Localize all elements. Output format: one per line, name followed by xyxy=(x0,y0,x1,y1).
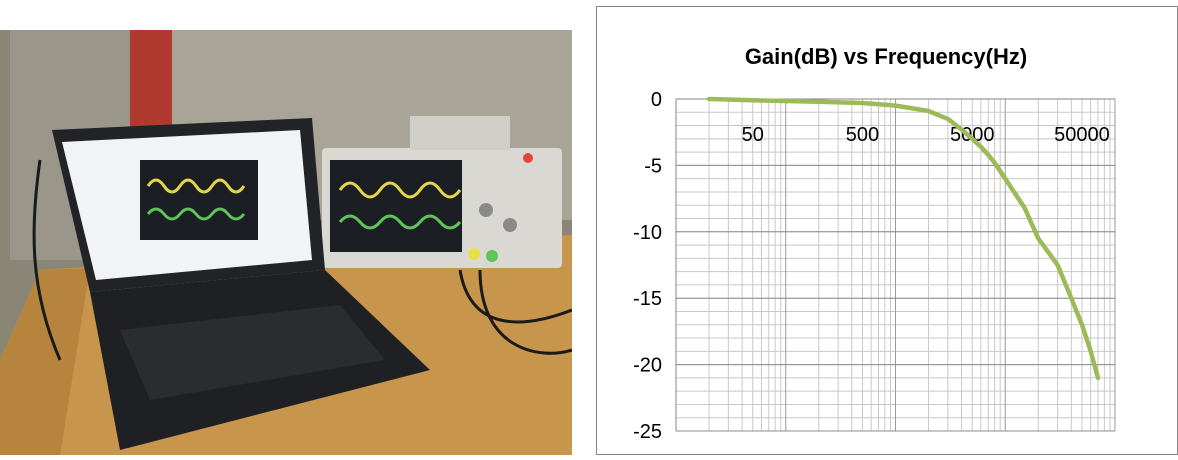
y-tick-label: -5 xyxy=(644,155,662,177)
series-line xyxy=(706,96,1101,381)
probe-cable xyxy=(478,269,573,355)
chart-border xyxy=(596,6,1178,455)
y-tick-label: -15 xyxy=(633,288,662,310)
scope-trace-green xyxy=(338,214,462,230)
plot-area xyxy=(706,96,1101,381)
oscilloscope-screen xyxy=(330,160,462,252)
gain-chart: Gain(dB) vs Frequency(Hz) 0 -5 -10 -15 -20 -2… xyxy=(596,6,1178,455)
lab-photo-svg xyxy=(0,30,573,455)
scope-knob xyxy=(479,203,493,217)
x-tick-label: 500 xyxy=(846,124,879,146)
laptop-scope-window xyxy=(140,160,258,240)
bench-edge xyxy=(0,268,90,455)
chart-title: Gain(dB) vs Frequency(Hz) xyxy=(745,44,1027,69)
laptop-trace-green xyxy=(146,207,246,221)
y-tick-label: -10 xyxy=(633,222,662,244)
lab-photo xyxy=(0,30,573,455)
scope-power-led xyxy=(523,153,533,163)
scope-knob-yellow xyxy=(468,248,480,260)
scope-handle xyxy=(410,116,510,150)
scope-knob-green xyxy=(486,250,498,262)
y-tick-label: -20 xyxy=(633,355,662,377)
y-tick-label: 0 xyxy=(651,89,662,111)
x-tick-label: 50 xyxy=(742,124,764,146)
probe-cable xyxy=(458,269,573,324)
scope-trace-yellow xyxy=(338,181,462,199)
scope-knob xyxy=(503,218,517,232)
y-tick-label: -25 xyxy=(633,421,662,443)
laptop-keyboard xyxy=(120,305,385,400)
chart-panel: Gain(dB) vs Frequency(Hz) 0 -5 -10 -15 -20 -2… xyxy=(596,6,1178,455)
laptop-trace-yellow xyxy=(146,178,246,194)
laptop-cable xyxy=(32,159,62,361)
x-tick-label: 50000 xyxy=(1054,124,1110,146)
